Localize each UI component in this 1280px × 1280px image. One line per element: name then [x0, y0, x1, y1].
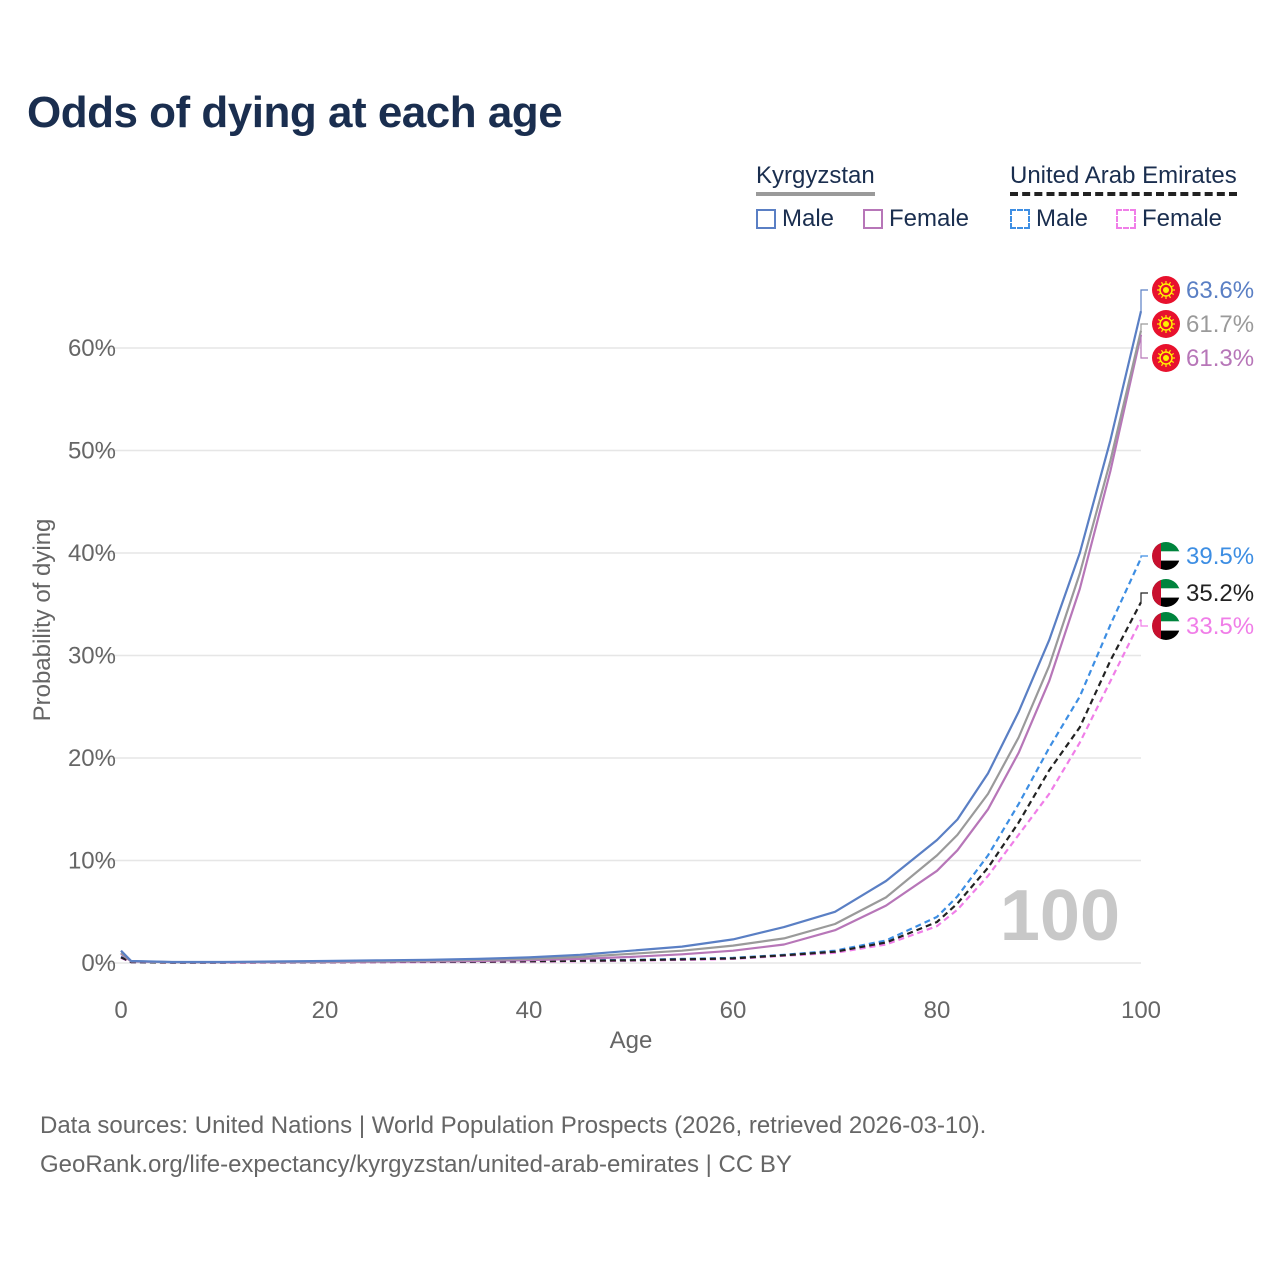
- legend-label: Female: [889, 205, 970, 232]
- kyrgyzstan-flag-icon: [1152, 310, 1180, 338]
- age-watermark: 100: [1000, 876, 1120, 956]
- legend-label: Female: [1142, 205, 1223, 232]
- legend-kyrgyzstan-male[interactable]: Male: [756, 205, 834, 233]
- y-tick-label: 10%: [68, 848, 116, 875]
- x-tick-label: 80: [924, 997, 951, 1024]
- x-axis-label: Age: [610, 1027, 653, 1054]
- series-line-kg-total[interactable]: [120, 330, 1143, 964]
- uae-flag-icon: [1152, 612, 1180, 640]
- uae-flag-icon: [1152, 579, 1180, 607]
- legend-label: Male: [1036, 205, 1089, 232]
- end-value-label: 63.6%: [1186, 277, 1254, 304]
- series-line-kg-male[interactable]: [120, 310, 1143, 964]
- end-label-connector: [1140, 334, 1148, 359]
- legend-uae-female[interactable]: Female: [1116, 205, 1222, 233]
- end-label-connector: [1140, 555, 1148, 559]
- chart-title: Odds of dying at each age: [27, 88, 563, 137]
- end-label-connector: [1140, 592, 1148, 603]
- y-axis-ticks: 0% 10% 20% 30% 40% 50% 60%: [68, 335, 116, 977]
- series-line-ae-total[interactable]: [120, 601, 1142, 964]
- y-tick-label: 30%: [68, 643, 116, 670]
- y-axis-label: Probability of dying: [29, 519, 56, 722]
- legend-kyrgyzstan-female[interactable]: Female: [863, 205, 969, 233]
- series-lines: [120, 310, 1143, 964]
- end-label-connector: [1140, 289, 1148, 312]
- series-line-ae-male[interactable]: [120, 557, 1142, 964]
- x-axis-ticks: 0 20 40 60 80 100: [114, 997, 1161, 1024]
- x-tick-label: 40: [516, 997, 543, 1024]
- kyrgyzstan-flag-icon: [1152, 276, 1180, 304]
- legend-label: Male: [782, 205, 835, 232]
- y-tick-label: 60%: [68, 335, 116, 362]
- legend-swatch-kg-male: [756, 209, 776, 229]
- series-line-ae-female[interactable]: [120, 619, 1142, 964]
- kyrgyzstan-flag-icon: [1152, 344, 1180, 372]
- end-value-label: 61.7%: [1186, 311, 1254, 338]
- legend-country-uae[interactable]: United Arab Emirates: [1010, 162, 1237, 196]
- y-tick-label: 40%: [68, 540, 116, 567]
- end-labels: 63.6% 61.7% 61.3% 39.5% 35.2% 33.5%: [1140, 276, 1254, 640]
- end-value-label: 35.2%: [1186, 580, 1254, 607]
- end-value-label: 61.3%: [1186, 345, 1254, 372]
- series-line-kg-female[interactable]: [120, 334, 1143, 964]
- legend-swatch-kg-female: [863, 209, 883, 229]
- footer: Data sources: United Nations | World Pop…: [40, 1106, 986, 1184]
- legend-uae-male[interactable]: Male: [1010, 205, 1088, 233]
- y-tick-label: 0%: [81, 950, 116, 977]
- y-tick-label: 20%: [68, 745, 116, 772]
- y-tick-label: 50%: [68, 438, 116, 465]
- x-tick-label: 20: [312, 997, 339, 1024]
- chart-area: 0% 10% 20% 30% 40% 50% 60% 0 20 40 60 80 100 100 63…: [29, 276, 1254, 1054]
- legend-swatch-ae-male: [1010, 209, 1030, 229]
- x-tick-label: 60: [720, 997, 747, 1024]
- uae-flag-icon: [1152, 542, 1180, 570]
- legend-country-kyrgyzstan[interactable]: Kyrgyzstan: [756, 162, 875, 196]
- footer-link[interactable]: GeoRank.org/life-expectancy/kyrgyzstan/u…: [40, 1151, 792, 1178]
- end-value-label: 33.5%: [1186, 613, 1254, 640]
- end-label-connector: [1140, 323, 1148, 331]
- end-label-connector: [1140, 619, 1148, 627]
- x-tick-label: 0: [114, 997, 127, 1024]
- x-tick-label: 100: [1121, 997, 1161, 1024]
- legend-swatch-ae-female: [1116, 209, 1136, 229]
- end-value-label: 39.5%: [1186, 543, 1254, 570]
- footer-sources: Data sources: United Nations | World Pop…: [40, 1112, 987, 1139]
